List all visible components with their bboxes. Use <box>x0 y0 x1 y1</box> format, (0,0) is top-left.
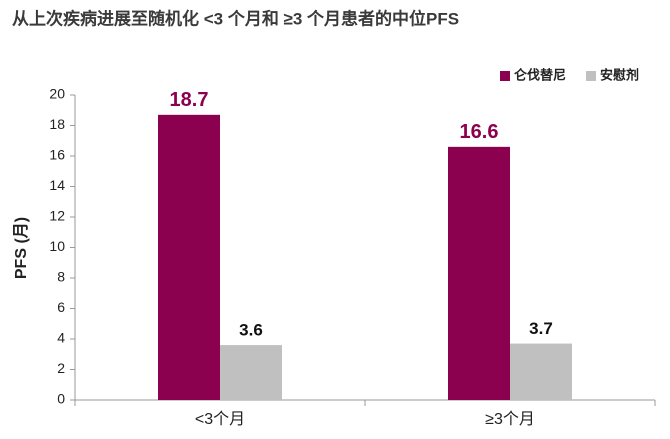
y-tick-label: 18 <box>49 116 65 132</box>
y-tick-label: 4 <box>57 330 65 346</box>
y-tick-label: 0 <box>57 391 65 407</box>
y-tick-label: 8 <box>57 269 65 285</box>
data-label: 3.6 <box>239 321 263 340</box>
x-tick-label: ≥3个月 <box>485 410 535 428</box>
y-tick-label: 20 <box>49 86 65 102</box>
data-label: 18.7 <box>170 89 209 111</box>
y-axis-label: PFS (月) <box>12 217 30 279</box>
y-tick-label: 14 <box>49 177 65 193</box>
legend-label: 仑伐替尼 <box>514 67 566 82</box>
x-tick-label: <3个月 <box>195 410 245 428</box>
legend-label: 安慰剂 <box>600 67 639 82</box>
bar <box>158 114 220 400</box>
y-tick-label: 2 <box>57 360 65 376</box>
legend-swatch <box>500 71 510 81</box>
y-tick-label: 6 <box>57 299 65 315</box>
bar <box>220 345 282 400</box>
y-tick-label: 16 <box>49 147 65 163</box>
chart-title: 从上次疾病进展至随机化 <3 个月和 ≥3 个月患者的中位PFS <box>12 8 459 28</box>
bar <box>448 146 510 400</box>
legend-swatch <box>586 71 597 81</box>
data-label: 16.6 <box>460 121 499 143</box>
y-tick-label: 12 <box>49 208 65 224</box>
y-tick-label: 10 <box>49 238 65 254</box>
data-label: 3.7 <box>529 319 553 338</box>
bar <box>510 343 572 400</box>
